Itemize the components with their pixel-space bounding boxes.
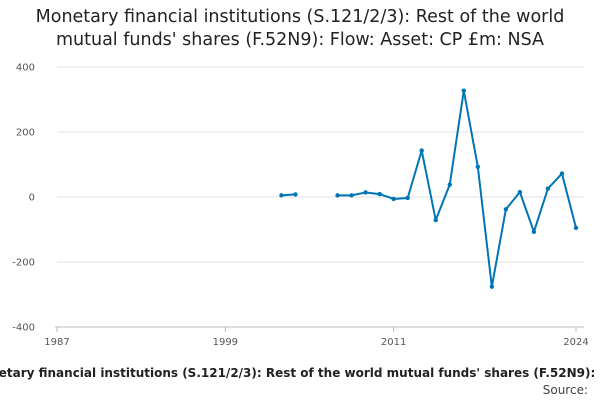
data-point: [461, 88, 466, 93]
y-tick-label: -400: [12, 323, 35, 334]
series-line-segment: [337, 89, 577, 288]
y-tick-label: 0: [29, 193, 35, 204]
data-point: [363, 190, 368, 195]
y-tick-label: 400: [16, 63, 35, 74]
series-line-segment: [281, 193, 296, 197]
data-point: [419, 148, 424, 153]
data-point: [447, 182, 452, 187]
data-point: [503, 207, 509, 212]
chart-title: Monetary financial institutions (S.121/2…: [0, 6, 600, 52]
data-point: [377, 191, 382, 197]
series-line: [281, 89, 577, 288]
y-axis-tick-labels: 400 200 0 -200 -400: [12, 63, 35, 334]
data-point: [335, 193, 340, 198]
x-tick-label: 1999: [213, 337, 238, 348]
data-point: [573, 225, 579, 231]
data-point: [531, 229, 537, 234]
data-point: [489, 284, 495, 289]
footer-caption: Monetary financial institutions (S.121/2…: [0, 364, 600, 384]
data-point: [293, 192, 298, 197]
data-point: [545, 186, 551, 191]
data-point: [475, 164, 481, 169]
data-point: [279, 193, 284, 198]
data-point: [391, 196, 396, 202]
x-axis-tick-labels: 1987 1999 2011 2024: [44, 337, 588, 348]
chart-title-line-2: mutual funds' shares (F.52N9): Flow: Ass…: [55, 30, 544, 50]
x-tick-label: 2011: [381, 337, 406, 348]
data-point: [517, 189, 523, 195]
y-tick-label: -200: [12, 258, 35, 269]
source-label: Source:: [542, 383, 588, 397]
x-tick-label: 2024: [563, 337, 588, 348]
series-points: [279, 88, 579, 289]
footer-caption-text: Monetary financial institutions (S.121/2…: [0, 366, 600, 380]
data-point: [559, 171, 565, 176]
grid-lines: [57, 66, 584, 263]
x-tick-label: 1987: [44, 337, 69, 348]
data-point: [349, 193, 354, 198]
x-axis: [55, 326, 584, 332]
chart-title-line-1: Monetary financial institutions (S.121/2…: [35, 7, 565, 27]
y-tick-label: 200: [16, 128, 35, 139]
data-point: [433, 217, 438, 223]
data-point: [405, 195, 410, 201]
